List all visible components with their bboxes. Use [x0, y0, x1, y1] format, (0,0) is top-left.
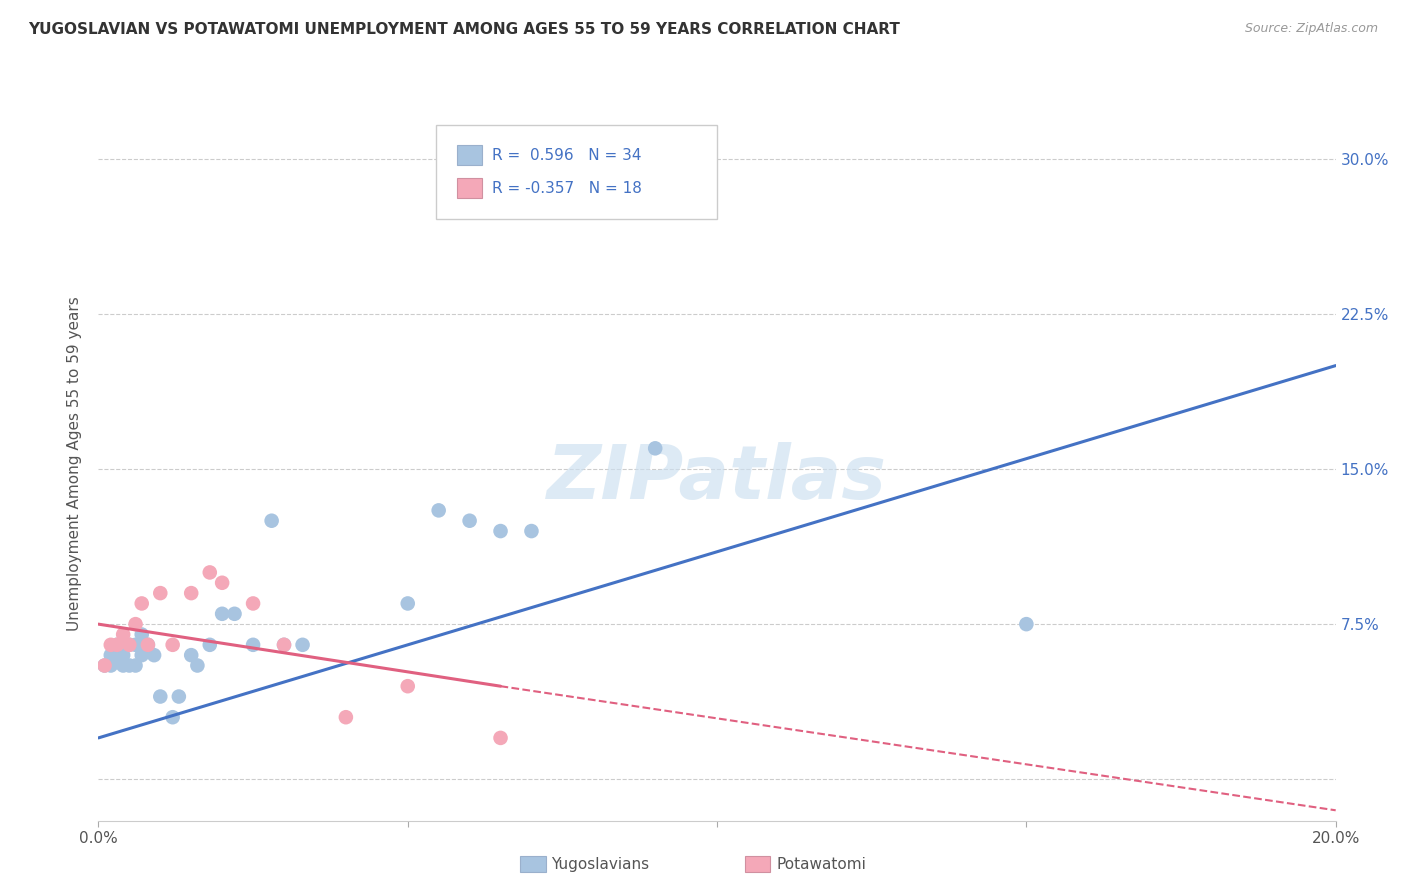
Point [131, 648, 153, 662]
Point [1015, 617, 1038, 632]
Point [180, 648, 202, 662]
Point [136, 638, 159, 652]
Point [224, 607, 246, 621]
Point [100, 648, 122, 662]
Point [167, 690, 190, 704]
Point [162, 638, 184, 652]
Text: Source: ZipAtlas.com: Source: ZipAtlas.com [1244, 22, 1378, 36]
Point [427, 503, 450, 517]
Point [100, 658, 122, 673]
Point [105, 638, 128, 652]
Point [489, 524, 512, 538]
Point [118, 638, 141, 652]
Point [242, 597, 264, 611]
Point [118, 638, 141, 652]
Y-axis label: Unemployment Among Ages 55 to 59 years: Unemployment Among Ages 55 to 59 years [67, 296, 83, 632]
Point [273, 638, 295, 652]
Point [260, 514, 283, 528]
Point [124, 638, 146, 652]
Point [143, 648, 166, 662]
Point [242, 638, 264, 652]
Point [105, 654, 128, 668]
Point [335, 710, 357, 724]
Point [93, 658, 115, 673]
Point [112, 648, 135, 662]
Point [520, 524, 543, 538]
Point [118, 658, 141, 673]
Point [644, 442, 666, 456]
Text: ZIPatlas: ZIPatlas [547, 442, 887, 515]
Point [131, 627, 153, 641]
Point [149, 586, 172, 600]
Text: R = -0.357   N = 18: R = -0.357 N = 18 [492, 181, 643, 196]
Point [198, 638, 221, 652]
Point [105, 638, 128, 652]
Point [211, 607, 233, 621]
Point [211, 575, 233, 590]
Point [112, 627, 135, 641]
Text: R =  0.596   N = 34: R = 0.596 N = 34 [492, 148, 641, 163]
Point [198, 566, 221, 580]
Point [149, 690, 172, 704]
Point [458, 514, 481, 528]
Point [100, 638, 122, 652]
Text: Yugoslavians: Yugoslavians [551, 857, 650, 871]
Point [396, 597, 419, 611]
Point [186, 658, 208, 673]
Text: Potawatomi: Potawatomi [776, 857, 866, 871]
Point [291, 638, 314, 652]
Point [93, 658, 115, 673]
Point [112, 658, 135, 673]
Point [273, 638, 295, 652]
Point [396, 679, 419, 693]
Point [124, 617, 146, 632]
Point [124, 658, 146, 673]
Point [136, 638, 159, 652]
Point [131, 597, 153, 611]
Point [180, 586, 202, 600]
Text: YUGOSLAVIAN VS POTAWATOMI UNEMPLOYMENT AMONG AGES 55 TO 59 YEARS CORRELATION CHA: YUGOSLAVIAN VS POTAWATOMI UNEMPLOYMENT A… [28, 22, 900, 37]
Point [489, 731, 512, 745]
Point [162, 710, 184, 724]
